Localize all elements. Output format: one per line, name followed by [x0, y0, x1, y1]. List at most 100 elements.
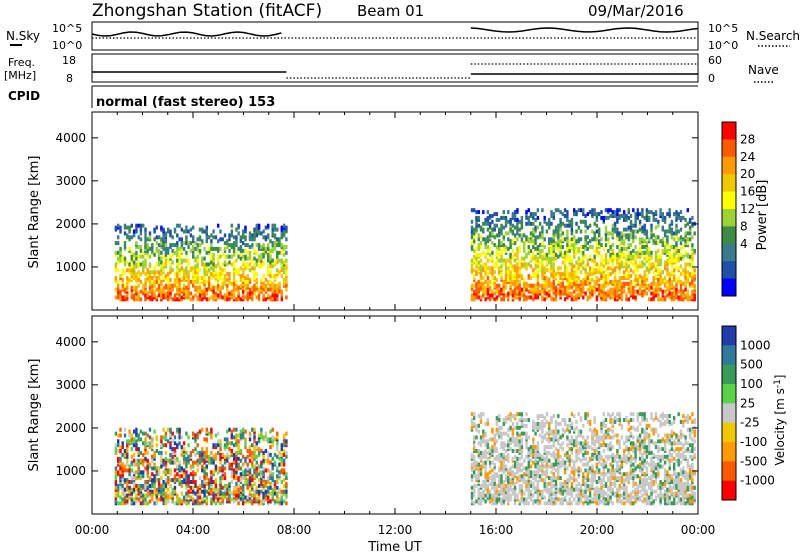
heatmap-cell — [634, 215, 637, 220]
heatmap-cell — [484, 262, 487, 267]
heatmap-cell — [205, 454, 208, 459]
heatmap-cell — [269, 491, 272, 496]
heatmap-cell — [251, 443, 254, 448]
heatmap-cell — [130, 235, 133, 240]
heatmap-cell — [643, 239, 646, 244]
heatmap-cell — [155, 270, 158, 275]
heatmap-cell — [196, 237, 199, 242]
heatmap-cell — [146, 458, 149, 463]
heatmap-cell — [160, 443, 163, 448]
heatmap-cell — [629, 268, 633, 273]
heatmap-cell — [502, 258, 505, 263]
heatmap-cell — [267, 454, 270, 459]
heatmap-cell — [634, 274, 637, 279]
heatmap-cell — [518, 227, 521, 232]
heatmap-cell — [482, 210, 485, 215]
heatmap-cell — [248, 268, 252, 273]
heatmap-cell — [142, 260, 145, 265]
heatmap-cell — [566, 274, 569, 279]
heatmap-cell — [643, 245, 646, 249]
heatmap-cell — [473, 295, 476, 300]
heatmap-cell — [541, 248, 544, 253]
heatmap-cell — [516, 208, 519, 213]
heatmap-cell — [482, 266, 485, 271]
heatmap-cell — [232, 443, 236, 448]
heatmap-cell — [623, 233, 626, 238]
heatmap-cell — [507, 246, 510, 251]
heatmap-cell — [554, 252, 558, 257]
heatmap-cell — [523, 277, 526, 282]
heatmap-cell — [509, 493, 512, 498]
heatmap-cell — [470, 293, 474, 298]
heatmap-cell — [573, 295, 576, 300]
heatmap-cell — [123, 223, 127, 228]
heatmap-cell — [677, 237, 680, 242]
heatmap-cell — [153, 283, 156, 288]
heatmap-cell — [162, 254, 165, 259]
heatmap-cell — [541, 260, 544, 265]
heatmap-cell — [212, 293, 215, 298]
heatmap-cell — [473, 283, 476, 288]
heatmap-cell — [495, 497, 499, 502]
heatmap-cell — [285, 295, 288, 300]
heatmap-cell — [264, 225, 268, 230]
heatmap-cell — [579, 279, 583, 284]
heatmap-cell — [230, 441, 233, 446]
heatmap-cell — [132, 276, 136, 280]
heatmap-cell — [214, 501, 218, 506]
heatmap-cell — [273, 460, 277, 465]
heatmap-cell — [185, 250, 188, 255]
heatmap-cell — [157, 270, 161, 275]
heatmap-cell — [659, 287, 662, 292]
heatmap-cell — [137, 270, 140, 275]
heatmap-cell — [513, 272, 517, 277]
heatmap-cell — [548, 277, 551, 282]
heatmap-cell — [668, 208, 671, 213]
heatmap-cell — [645, 254, 649, 259]
heatmap-cell — [475, 499, 478, 504]
heatmap-cell — [117, 260, 120, 265]
heatmap-cell — [575, 270, 578, 275]
heatmap-cell — [554, 225, 558, 230]
heatmap-cell — [568, 254, 571, 259]
heatmap-cell — [684, 266, 687, 271]
heatmap-cell — [675, 210, 678, 215]
heatmap-cell — [167, 258, 170, 263]
heatmap-cell — [504, 416, 508, 421]
heatmap-cell — [139, 254, 143, 259]
heatmap-cell — [595, 295, 599, 300]
heatmap-cell — [171, 460, 174, 465]
heatmap-cell — [271, 293, 274, 298]
heatmap-cell — [237, 223, 240, 228]
heatmap-cell — [151, 466, 154, 471]
heatmap-cell — [593, 221, 596, 226]
heatmap-cell — [557, 246, 560, 251]
heatmap-cell — [194, 491, 197, 496]
heatmap-cell — [541, 229, 544, 234]
heatmap-cell — [214, 464, 218, 469]
heatmap-cell — [132, 470, 136, 475]
heatmap-cell — [491, 437, 494, 442]
heatmap-cell — [142, 458, 145, 463]
heatmap-cell — [523, 431, 526, 436]
heatmap-cell — [262, 235, 265, 240]
heatmap-cell — [475, 281, 478, 286]
heatmap-cell — [588, 283, 592, 288]
heatmap-cell — [176, 443, 179, 448]
heatmap-cell — [148, 427, 152, 432]
heatmap-cell — [638, 219, 642, 224]
heatmap-cell — [226, 491, 229, 496]
heatmap-cell — [207, 276, 211, 280]
heatmap-cell — [285, 250, 288, 255]
heatmap-cell — [230, 233, 233, 238]
heatmap-cell — [643, 227, 646, 232]
heatmap-cell — [267, 270, 270, 275]
heatmap-cell — [282, 499, 286, 504]
heatmap-cell — [600, 283, 603, 288]
heatmap-cell — [591, 237, 594, 242]
heatmap-cell — [686, 208, 689, 213]
heatmap-cell — [148, 441, 152, 446]
heatmap-cell — [194, 460, 197, 465]
heatmap-cell — [688, 295, 692, 300]
heatmap-cell — [255, 474, 258, 479]
